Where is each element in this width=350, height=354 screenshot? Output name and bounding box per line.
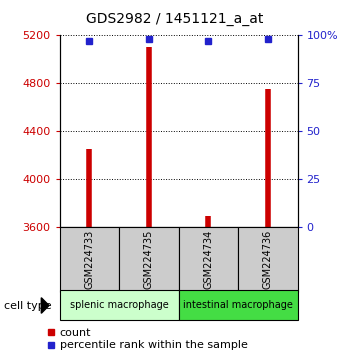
Text: GSM224735: GSM224735	[144, 230, 154, 289]
Bar	[178, 227, 238, 292]
Bar	[178, 290, 298, 320]
Text: cell type: cell type	[4, 301, 51, 310]
Bar	[60, 227, 119, 292]
Text: splenic macrophage: splenic macrophage	[70, 300, 168, 310]
Bar	[60, 290, 178, 320]
Text: GSM224736: GSM224736	[263, 230, 273, 289]
Text: GSM224733: GSM224733	[84, 230, 94, 289]
Text: GSM224734: GSM224734	[203, 230, 213, 289]
Legend: count, percentile rank within the sample: count, percentile rank within the sample	[48, 328, 248, 350]
Text: intestinal macrophage: intestinal macrophage	[183, 300, 293, 310]
Bar	[119, 227, 178, 292]
Bar	[238, 227, 298, 292]
Text: GDS2982 / 1451121_a_at: GDS2982 / 1451121_a_at	[86, 12, 264, 27]
